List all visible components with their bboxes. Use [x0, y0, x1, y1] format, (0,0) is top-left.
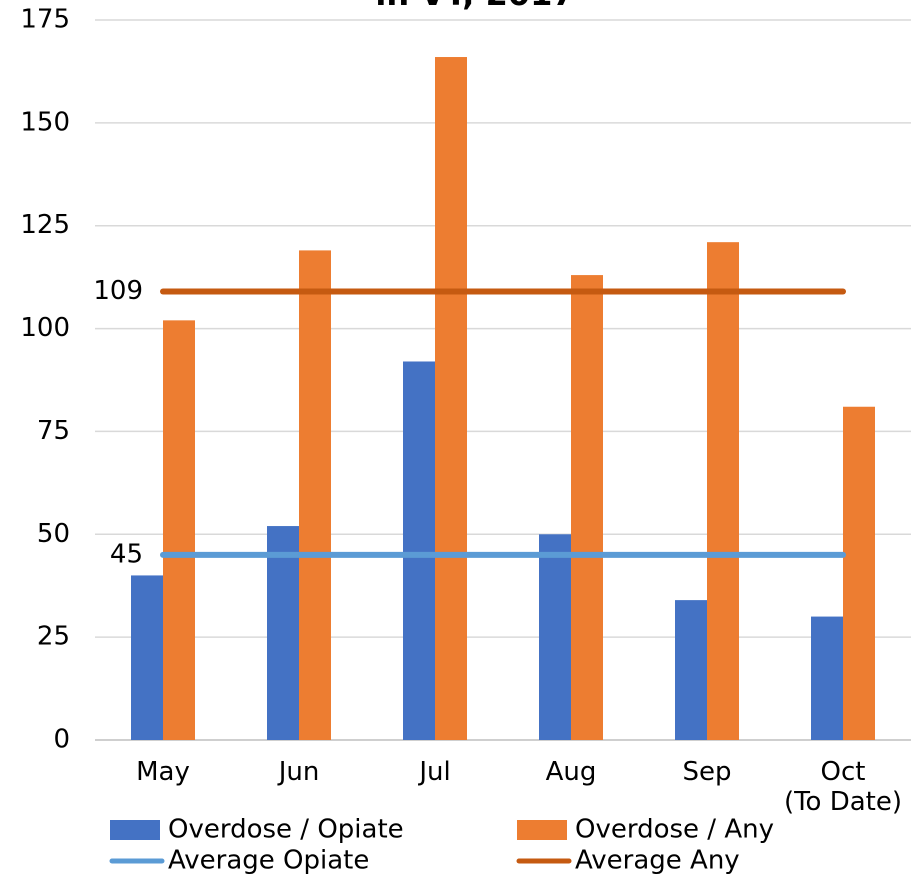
legend-label: Average Opiate	[168, 846, 369, 876]
bar	[675, 600, 707, 740]
bar	[267, 526, 299, 740]
bar	[571, 275, 603, 740]
legend-label: Average Any	[575, 846, 740, 876]
x-tick-label: Jul	[419, 757, 451, 787]
y-tick-label: 100	[20, 313, 70, 343]
y-tick-label: 75	[37, 416, 70, 446]
x-tick-label: May	[136, 757, 190, 787]
data-label: 109	[93, 276, 143, 306]
bar	[435, 57, 467, 741]
y-tick-label: 0	[53, 725, 70, 755]
bar	[707, 242, 739, 740]
y-tick-label: 125	[20, 210, 70, 240]
x-tick-label: Oct (To Date)	[783, 757, 903, 817]
legend-swatch	[110, 820, 160, 840]
y-tick-label: 150	[20, 107, 70, 137]
bar	[403, 361, 435, 740]
bar	[299, 250, 331, 740]
bar	[843, 406, 875, 740]
x-tick-label: Aug	[545, 757, 597, 787]
chart-title: in VT, 2017	[375, 0, 574, 13]
x-tick-label: Jun	[278, 757, 320, 787]
data-label: 45	[110, 539, 143, 569]
legend-swatch	[517, 820, 567, 840]
bar	[811, 616, 843, 740]
bar	[163, 320, 195, 740]
legend-label: Overdose / Opiate	[168, 815, 404, 845]
bar	[131, 575, 163, 740]
y-tick-label: 50	[37, 519, 70, 549]
bar	[539, 534, 571, 740]
x-tick-label: Sep	[682, 757, 732, 787]
y-tick-label: 25	[37, 622, 70, 652]
y-tick-label: 175	[20, 5, 70, 35]
legend-label: Overdose / Any	[575, 815, 774, 845]
